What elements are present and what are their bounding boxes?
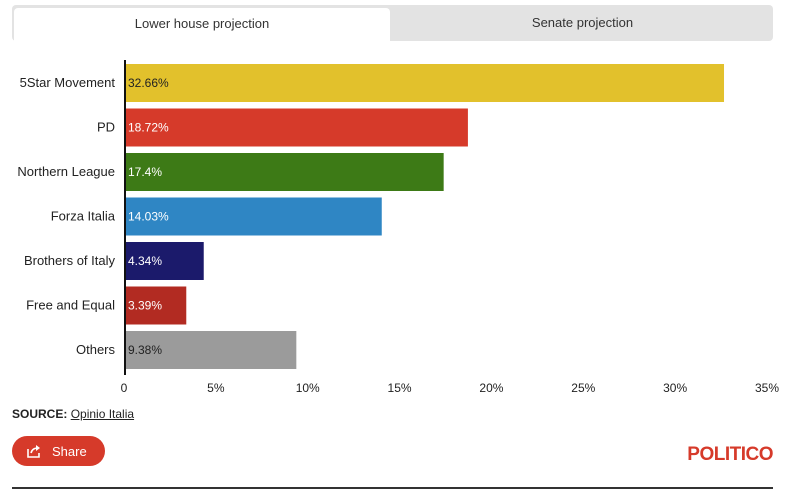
politico-logo: POLITICO bbox=[687, 444, 773, 465]
source-label: SOURCE: bbox=[12, 407, 68, 421]
share-button[interactable]: Share bbox=[12, 436, 105, 466]
x-tick-label: 30% bbox=[663, 381, 687, 395]
bar-chart: 5Star Movement 32.66% PD 18.72% Northern Lea… bbox=[17, 60, 779, 395]
bar bbox=[126, 108, 468, 147]
category-label: PD bbox=[97, 120, 115, 135]
bottom-divider bbox=[12, 487, 773, 489]
x-tick-label: 35% bbox=[755, 381, 779, 395]
projection-tabs: Lower house projection Senate projection bbox=[12, 5, 773, 41]
category-label: 5Star Movement bbox=[20, 75, 116, 90]
source-link[interactable]: Opinio Italia bbox=[70, 407, 135, 421]
category-label: Forza Italia bbox=[51, 209, 116, 224]
data-label: 3.39% bbox=[128, 299, 162, 313]
x-tick-label: 0 bbox=[121, 381, 128, 395]
x-tick-label: 10% bbox=[296, 381, 320, 395]
bar bbox=[126, 153, 444, 191]
x-tick-label: 15% bbox=[388, 381, 412, 395]
bar bbox=[126, 331, 297, 369]
tab-senate[interactable]: Senate projection bbox=[531, 15, 634, 30]
data-label: 9.38% bbox=[128, 343, 162, 357]
category-label: Free and Equal bbox=[26, 298, 115, 313]
data-label: 14.03% bbox=[128, 210, 169, 224]
source-line: SOURCE: Opinio Italia bbox=[12, 407, 134, 421]
bar bbox=[126, 64, 725, 102]
category-label: Others bbox=[76, 342, 116, 357]
bar bbox=[126, 197, 382, 236]
data-label: 17.4% bbox=[128, 165, 162, 179]
share-label: Share bbox=[52, 443, 87, 459]
data-label: 18.72% bbox=[128, 121, 169, 135]
tab-lower-house[interactable]: Lower house projection bbox=[14, 8, 390, 41]
category-label: Northern League bbox=[17, 164, 115, 179]
data-label: 4.34% bbox=[128, 254, 162, 268]
x-tick-label: 5% bbox=[207, 381, 225, 395]
bar bbox=[126, 286, 187, 325]
share-icon bbox=[27, 445, 40, 458]
category-label: Brothers of Italy bbox=[24, 253, 116, 268]
data-label: 32.66% bbox=[128, 76, 169, 90]
bar bbox=[126, 242, 204, 280]
x-tick-label: 20% bbox=[479, 381, 503, 395]
x-tick-label: 25% bbox=[571, 381, 595, 395]
